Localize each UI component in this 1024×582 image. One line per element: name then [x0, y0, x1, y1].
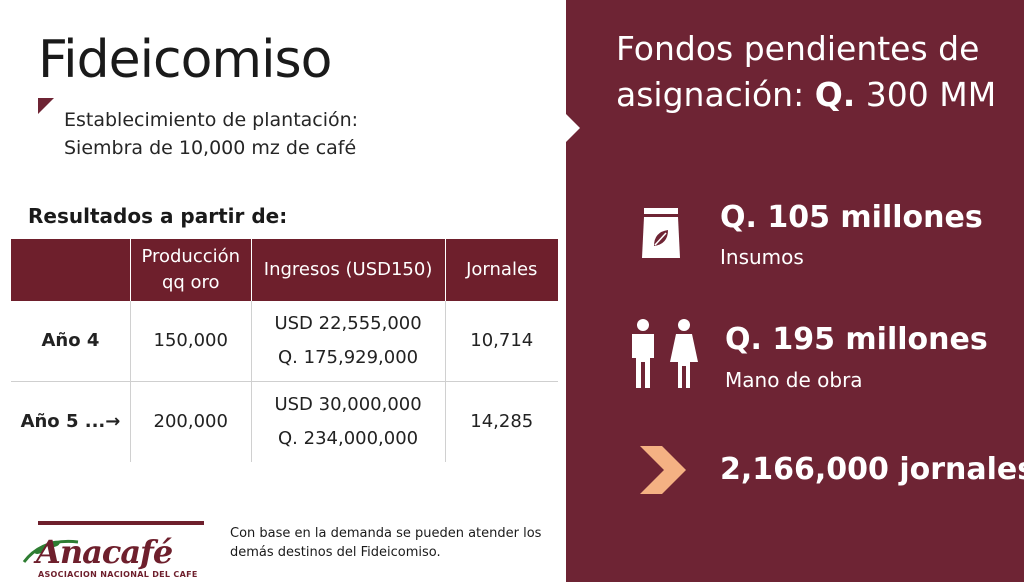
- fondos-line-2-post: 300 MM: [855, 75, 997, 114]
- bag-icon: [642, 208, 680, 258]
- fondos-line-1: Fondos pendientes de: [616, 29, 980, 68]
- cell-ingresos-q: Q. 175,929,000: [278, 347, 419, 368]
- fondos-line-2: asignación: Q. 300 MM: [616, 72, 1016, 118]
- results-table: Producción qq oro Ingresos (USD150) Jorn…: [11, 239, 558, 462]
- table-row: Año 5 ...→ 200,000 USD 30,000,000 Q. 234…: [11, 381, 558, 462]
- anacafe-logo: Anacafé ASOCIACION NACIONAL DEL CAFE: [22, 520, 212, 582]
- header-empty: [11, 239, 131, 301]
- row-label: Año 5 ...→: [11, 381, 131, 462]
- cell-ingresos: USD 22,555,000 Q. 175,929,000: [251, 301, 446, 382]
- footnote: Con base en la demanda se pueden atender…: [230, 526, 542, 560]
- cell-produccion: 150,000: [130, 301, 252, 382]
- logo-tagline: ASOCIACION NACIONAL DEL CAFE: [38, 570, 198, 579]
- logo-bar: [38, 521, 204, 525]
- fondos-line-2-bold: Q.: [814, 75, 856, 114]
- item-value: Q. 105 millones: [720, 200, 983, 235]
- table-row: Año 4 150,000 USD 22,555,000 Q. 175,929,…: [11, 301, 558, 382]
- fondos-line-2-pre: asignación:: [616, 75, 815, 114]
- item-value: 2,166,000 jornales: [720, 452, 1024, 487]
- panel-notch: [566, 114, 580, 142]
- results-heading: Resultados a partir de:: [28, 204, 288, 228]
- header-ingresos: Ingresos (USD150): [251, 239, 446, 301]
- table-header-row: Producción qq oro Ingresos (USD150) Jorn…: [11, 239, 558, 301]
- cell-ingresos-usd: USD 30,000,000: [274, 394, 422, 415]
- subtitle: Establecimiento de plantación: Siembra d…: [64, 106, 358, 162]
- item-value: Q. 195 millones: [725, 322, 988, 357]
- left-panel: Fideicomiso Establecimiento de plantació…: [11, 30, 558, 582]
- cell-ingresos-q: Q. 234,000,000: [278, 428, 419, 449]
- right-panel: [566, 0, 1024, 582]
- subtitle-line-2: Siembra de 10,000 mz de café: [64, 137, 357, 159]
- row-label: Año 4: [11, 301, 131, 382]
- cell-jornales: 14,285: [470, 411, 534, 432]
- logo-word: Anacafé: [36, 533, 173, 571]
- cell-ingresos-usd: USD 22,555,000: [274, 313, 422, 334]
- bullet-triangle-icon: [38, 98, 54, 114]
- header-produccion: Producción qq oro: [130, 239, 252, 301]
- people-icon: [632, 319, 698, 388]
- cell-produccion: 200,000: [130, 381, 252, 462]
- chevron-icon: [640, 446, 686, 494]
- header-jornales: Jornales: [445, 239, 558, 301]
- cell-jornales: 10,714: [445, 301, 558, 382]
- item-label: Mano de obra: [725, 368, 863, 392]
- subtitle-line-1: Establecimiento de plantación:: [64, 109, 359, 131]
- fondos-heading: Fondos pendientes de asignación: Q. 300 …: [616, 26, 1016, 118]
- coffee-branch-icon: [22, 539, 79, 563]
- cell-ingresos: USD 30,000,000 Q. 234,000,000: [251, 381, 446, 462]
- page-title: Fideicomiso: [38, 30, 332, 90]
- item-label: Insumos: [720, 245, 804, 269]
